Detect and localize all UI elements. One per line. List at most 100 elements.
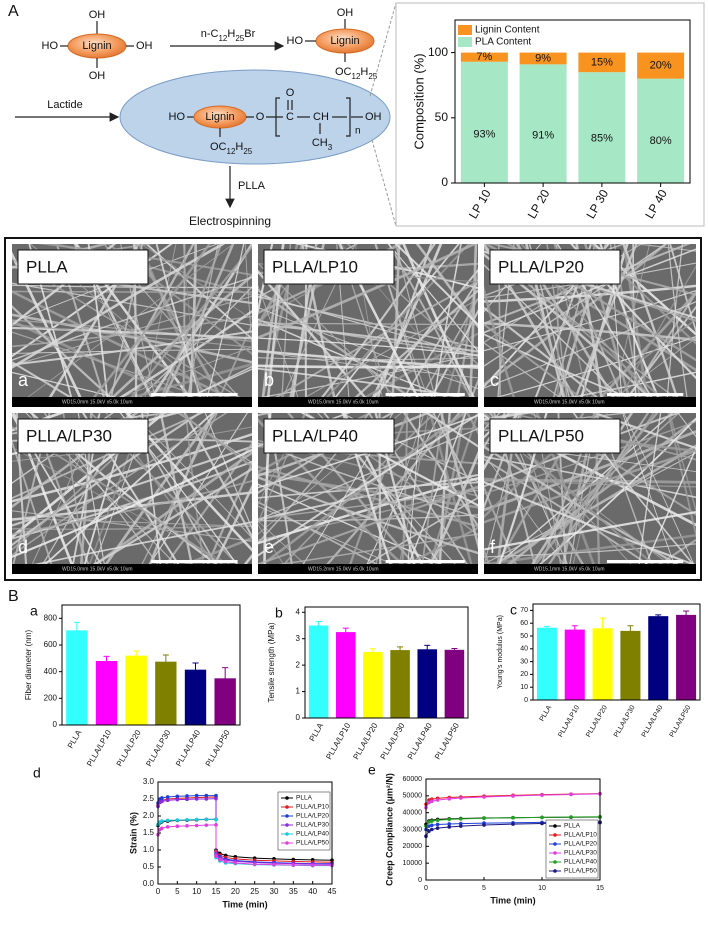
fiber xyxy=(622,413,679,574)
fiber xyxy=(12,445,252,527)
marker xyxy=(165,825,170,829)
reagent-label: n-C12H25Br xyxy=(201,28,256,43)
marker xyxy=(427,798,431,802)
bar xyxy=(155,661,177,725)
y-tick-label: 3.0 xyxy=(143,777,155,786)
fiber xyxy=(136,413,218,574)
fiber xyxy=(527,417,696,574)
bar-segment xyxy=(519,52,567,65)
legend-marker xyxy=(285,814,289,818)
fiber xyxy=(592,244,696,336)
fiber xyxy=(484,333,655,407)
legend-label: PLA Content xyxy=(475,37,531,48)
fiber xyxy=(541,413,650,574)
fiber xyxy=(484,413,667,574)
y-axis-label: Composition (%) xyxy=(411,53,426,149)
fiber xyxy=(12,244,226,369)
x-tick-label: PLLA xyxy=(66,728,84,750)
sem-footer: WD15.0mm 15.0kV x5.0k 10um xyxy=(62,566,133,572)
fiber xyxy=(387,244,477,407)
fiber xyxy=(258,472,478,509)
fiber xyxy=(667,413,696,539)
bar xyxy=(95,661,118,725)
bar xyxy=(592,628,613,700)
marker xyxy=(233,861,238,865)
fiber xyxy=(401,413,409,574)
reagent-label: PLLA xyxy=(238,180,266,192)
sem-label: PLLA/LP10 xyxy=(272,257,358,276)
plot-frame xyxy=(454,19,691,184)
bar xyxy=(390,650,410,718)
fiber xyxy=(12,426,252,462)
marker xyxy=(430,827,434,832)
fiber xyxy=(12,439,56,574)
fiber xyxy=(313,244,436,407)
fiber xyxy=(425,450,478,574)
fiber xyxy=(155,244,205,407)
marker xyxy=(204,817,209,822)
fiber xyxy=(12,413,161,551)
fiber xyxy=(208,484,252,574)
fiber xyxy=(484,244,667,367)
fiber xyxy=(304,244,308,407)
x-tick-label: PLLA/LP30 xyxy=(613,704,637,738)
y-tick-label: 3 xyxy=(296,634,301,643)
marker xyxy=(447,825,452,829)
sem-footer-bar xyxy=(484,564,696,574)
fiber xyxy=(533,413,563,574)
marker xyxy=(430,819,434,823)
fiber xyxy=(164,368,252,407)
x-tick-label: 15 xyxy=(212,887,221,896)
y-axis-label: Tensile strength (MPa) xyxy=(267,622,276,702)
legend-label: PLLA/LP30 xyxy=(296,822,329,829)
legend-swatch xyxy=(458,25,472,35)
legend-marker xyxy=(285,805,289,809)
fiber xyxy=(96,346,252,407)
fiber xyxy=(267,413,295,574)
sem-footer-bar xyxy=(258,397,478,407)
fiber xyxy=(12,326,252,340)
sem-footer-bar xyxy=(12,397,252,407)
fiber xyxy=(677,413,696,438)
label-box xyxy=(263,418,395,454)
x-tick-label: 20 xyxy=(231,887,240,896)
sem-footer-bar xyxy=(484,397,696,407)
fiber xyxy=(12,284,252,289)
fiber xyxy=(622,244,682,407)
value-label: 20% xyxy=(650,60,672,72)
fiber xyxy=(12,413,51,573)
fiber xyxy=(258,514,478,522)
fiber xyxy=(258,322,478,326)
fiber xyxy=(341,413,395,574)
fiber xyxy=(100,274,252,407)
group-label: OH xyxy=(337,7,354,19)
fiber xyxy=(182,244,200,407)
fiber xyxy=(623,413,696,571)
fiber xyxy=(258,476,478,555)
fiber xyxy=(484,247,690,407)
legend-marker xyxy=(553,842,557,846)
x-tick-label: PLLA/LP10 xyxy=(324,721,352,761)
fiber xyxy=(178,413,252,468)
y-tick-label: 40 xyxy=(520,646,528,653)
fiber xyxy=(12,319,252,342)
fiber xyxy=(338,244,424,407)
fiber xyxy=(556,244,559,407)
atom-label: CH xyxy=(313,111,329,123)
fiber xyxy=(618,305,696,407)
fiber xyxy=(258,293,478,357)
fiber xyxy=(484,445,696,574)
fiber xyxy=(258,533,478,569)
fiber xyxy=(12,413,78,574)
marker xyxy=(569,815,573,819)
fiber xyxy=(468,244,478,407)
fiber xyxy=(484,449,696,524)
marker xyxy=(435,822,440,827)
fiber xyxy=(484,285,519,407)
y-tick-label: 60000 xyxy=(403,776,423,783)
marker xyxy=(569,792,573,797)
x-tick-label: 10 xyxy=(538,885,546,892)
marker xyxy=(252,862,257,867)
fiber xyxy=(258,413,395,495)
bar xyxy=(648,616,669,700)
